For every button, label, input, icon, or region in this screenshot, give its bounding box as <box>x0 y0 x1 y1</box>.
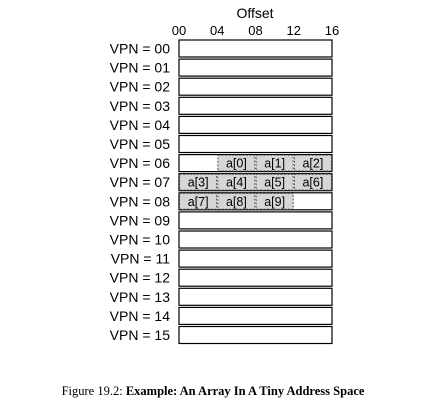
vpn-label: VPN = 00 <box>110 41 171 57</box>
vpn-label: VPN = 15 <box>110 327 171 343</box>
array-cell-label: a[6] <box>302 176 323 190</box>
vpn-label: VPN = 06 <box>110 155 171 171</box>
offset-title: Offset <box>236 5 273 21</box>
page-row <box>178 268 333 287</box>
array-cell-label: a[7] <box>188 195 209 209</box>
array-cell <box>293 173 332 191</box>
array-cell-label: a[4] <box>226 176 247 190</box>
offset-label: 16 <box>325 23 339 38</box>
array-cell <box>293 154 332 172</box>
page-row <box>178 192 333 211</box>
array-cell <box>255 192 294 210</box>
caption-figure-number: Figure 19.2: <box>61 384 123 398</box>
page-row <box>178 325 333 345</box>
array-cell <box>179 192 218 210</box>
vpn-label: VPN = 09 <box>110 212 171 228</box>
page-row <box>178 154 333 173</box>
array-cell <box>217 154 256 172</box>
vpn-label: VPN = 14 <box>110 308 171 324</box>
array-cells: a[0] a[1] a[2] a[3] a[4] a[5] a[6] a[7] a[8] a[9] <box>179 154 332 210</box>
array-cell-label: a[1] <box>264 157 285 171</box>
vpn-labels: VPN = 00 VPN = 01 VPN = 02 VPN = 03 VPN = 04… <box>110 41 171 344</box>
vpn-label: VPN = 08 <box>110 193 171 209</box>
offset-label: 08 <box>248 23 262 38</box>
array-cell <box>217 173 256 191</box>
page-row <box>178 249 333 268</box>
offset-label: 12 <box>287 23 301 38</box>
figure-caption: Figure 19.2: Example: An Array In A Tiny… <box>0 384 426 399</box>
vpn-label: VPN = 02 <box>110 79 171 95</box>
vpn-label: VPN = 05 <box>110 136 171 152</box>
offset-label: 00 <box>172 23 186 38</box>
page-row <box>178 287 333 306</box>
page-row <box>178 77 333 96</box>
array-cell <box>255 154 294 172</box>
array-cell <box>179 173 218 191</box>
vpn-label: VPN = 11 <box>111 251 170 267</box>
page-row <box>178 115 333 135</box>
page-row <box>178 173 333 192</box>
vpn-label: VPN = 13 <box>110 289 171 305</box>
array-cell <box>217 192 256 210</box>
array-cell-label: a[8] <box>226 195 247 209</box>
offset-tick-labels: 00 04 08 12 16 <box>172 23 339 38</box>
vpn-label: VPN = 10 <box>110 232 171 248</box>
vpn-label: VPN = 04 <box>110 117 171 133</box>
page-row <box>178 39 333 58</box>
page-row <box>178 96 333 115</box>
vpn-label: VPN = 03 <box>110 98 171 114</box>
array-cell-label: a[5] <box>264 176 285 190</box>
vpn-label: VPN = 01 <box>110 60 171 76</box>
vpn-label: VPN = 07 <box>110 174 171 190</box>
caption-title: Example: An Array In A Tiny Address Spac… <box>125 384 365 398</box>
array-cell-label: a[9] <box>264 195 285 209</box>
page-rows <box>178 39 333 345</box>
offset-label: 04 <box>210 23 224 38</box>
array-cell-label: a[0] <box>226 157 247 171</box>
array-cell-label: a[3] <box>188 176 209 190</box>
array-cell-label: a[2] <box>302 157 323 171</box>
page-row <box>178 211 333 230</box>
page-row <box>178 134 333 154</box>
vpn-label: VPN = 12 <box>110 270 171 286</box>
array-cell <box>255 173 294 191</box>
page-row <box>178 58 333 77</box>
page-row <box>178 230 333 249</box>
page-row <box>178 306 333 325</box>
